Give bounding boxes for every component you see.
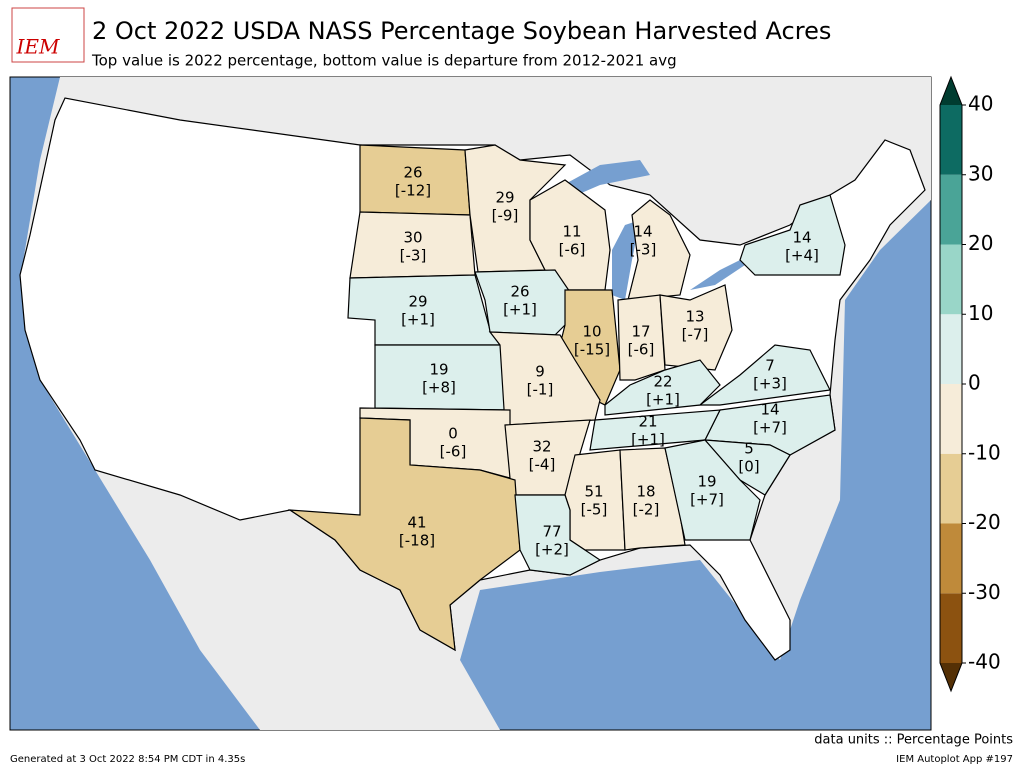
colorbar-tick-label: -20 [968,510,1001,534]
state-departure: [+4] [785,247,819,265]
state-departure: [-2] [633,501,660,519]
colorbar-band [940,593,962,663]
app-note: IEM Autoplot App #197 [896,754,1013,765]
state-departure: [-6] [628,341,655,359]
state-value: 21 [638,413,657,431]
title: 2 Oct 2022 USDA NASS Percentage Soybean … [92,17,831,45]
state [604,359,721,416]
state-value: 5 [744,440,754,458]
state-departure: [-5] [581,501,608,519]
state-departure: [-18] [399,532,435,550]
colorbar-tick-label: 10 [968,301,993,325]
state-value: 51 [584,483,603,501]
state-departure: [+1] [646,391,680,409]
state-value: 41 [407,514,426,532]
state [664,439,761,541]
state-departure: [+7] [690,491,724,509]
state-value: 10 [582,323,601,341]
state-departure: [+1] [401,311,435,329]
state-departure: [-9] [492,207,519,225]
state-value: 29 [495,189,514,207]
state-departure: [-15] [574,341,610,359]
state-departure: [+1] [631,431,665,449]
state-departure: [-3] [400,247,427,265]
state-value: 19 [429,361,448,379]
colorbar-tick-label: -30 [968,580,1001,604]
state-value: 18 [636,483,655,501]
colorbar-band [940,523,962,594]
generated-note: Generated at 3 Oct 2022 8:54 PM CDT in 4… [10,754,245,765]
state [474,269,573,336]
state-value: 14 [760,401,779,419]
logo-text: IEM [16,35,61,59]
logo-box [11,7,85,63]
state-departure: [+8] [422,379,456,397]
state-value: 7 [765,357,775,375]
state-value: 32 [532,438,551,456]
colorbar-tick-label: -40 [968,650,1001,674]
state [488,331,601,426]
colorbar-under [940,663,962,691]
colorbar-over [940,77,962,105]
state [739,194,846,276]
state-departure: [+7] [753,419,787,437]
subtitle: Top value is 2022 percentage, bottom val… [91,52,677,70]
colorbar-band [940,105,962,175]
units-note: data units :: Percentage Points [814,733,1013,748]
state-departure: [+1] [503,301,537,319]
state-value: 19 [697,473,716,491]
state-departure: [-12] [395,182,431,200]
state-value: 9 [535,363,545,381]
state-departure: [+2] [535,541,569,559]
state [617,294,666,381]
state-departure: [-3] [630,241,657,259]
colorbar-band [940,244,962,315]
state-value: 17 [631,323,650,341]
state-departure: [-4] [529,456,556,474]
state-value: 26 [403,164,422,182]
state [627,199,691,301]
state-departure: [-6] [559,241,586,259]
state-value: 22 [653,373,672,391]
state [287,417,521,652]
state-departure: [-6] [440,443,467,461]
colorbar-tick-label: 0 [968,371,981,395]
state-value: 77 [542,523,561,541]
state-departure: [-7] [682,326,709,344]
state [559,289,621,406]
state [514,494,602,576]
state-value: 14 [792,229,811,247]
colorbar-band [940,174,962,245]
colorbar-tick-label: 20 [968,231,993,255]
colorbar-tick-label: 30 [968,161,993,185]
colorbar-tick-label: -10 [968,440,1001,464]
state-value: 0 [448,425,458,443]
colorbar-band [940,384,962,454]
colorbar-tick-label: 40 [968,92,993,116]
state-departure: [-1] [527,381,554,399]
state-value: 11 [562,223,581,241]
state-departure: [+3] [753,375,787,393]
state-value: 29 [408,293,427,311]
state [659,284,733,371]
lake-erie [690,255,750,290]
colorbar-band [940,314,962,384]
state-value: 14 [633,223,652,241]
state-departure: [0] [738,458,759,476]
state [698,344,831,406]
state-value: 13 [685,308,704,326]
lake-michigan [612,220,640,300]
colorbar-band [940,453,962,524]
state-value: 26 [510,283,529,301]
state-value: 30 [403,229,422,247]
